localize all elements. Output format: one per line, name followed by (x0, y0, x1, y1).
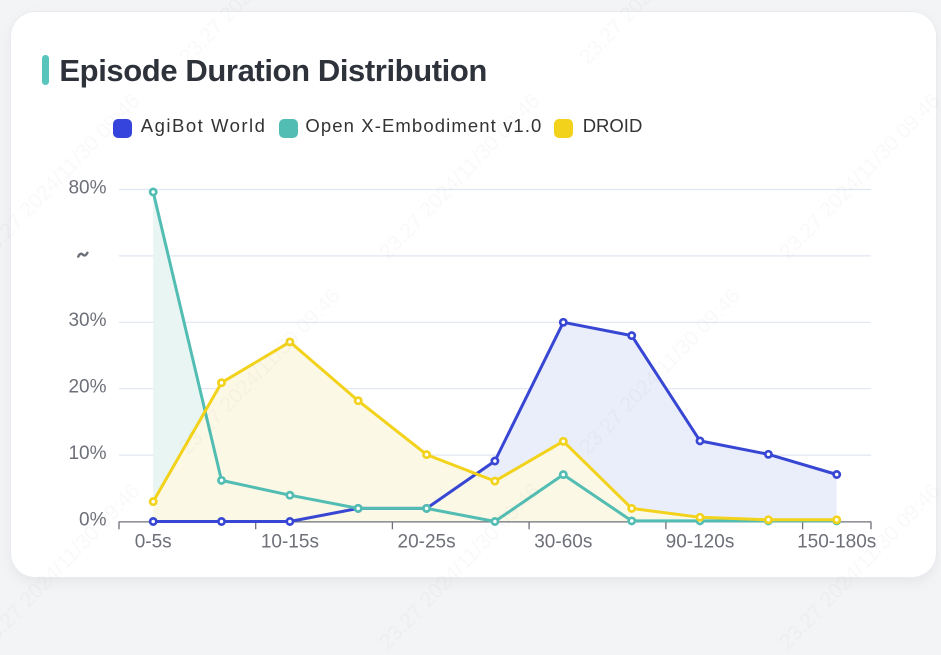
svg-text:20-25s: 20-25s (398, 532, 456, 553)
svg-text:30%: 30% (68, 310, 106, 331)
svg-text:90-120s: 90-120s (666, 532, 735, 553)
svg-text:10-15s: 10-15s (261, 532, 319, 553)
svg-text:150-180s: 150-180s (797, 532, 876, 553)
svg-text:80%: 80% (68, 177, 106, 198)
svg-text:0%: 0% (79, 509, 107, 530)
svg-text:0-5s: 0-5s (135, 532, 172, 553)
svg-text:30-60s: 30-60s (534, 532, 592, 553)
svg-text:20%: 20% (68, 377, 106, 398)
svg-text:10%: 10% (68, 443, 106, 464)
